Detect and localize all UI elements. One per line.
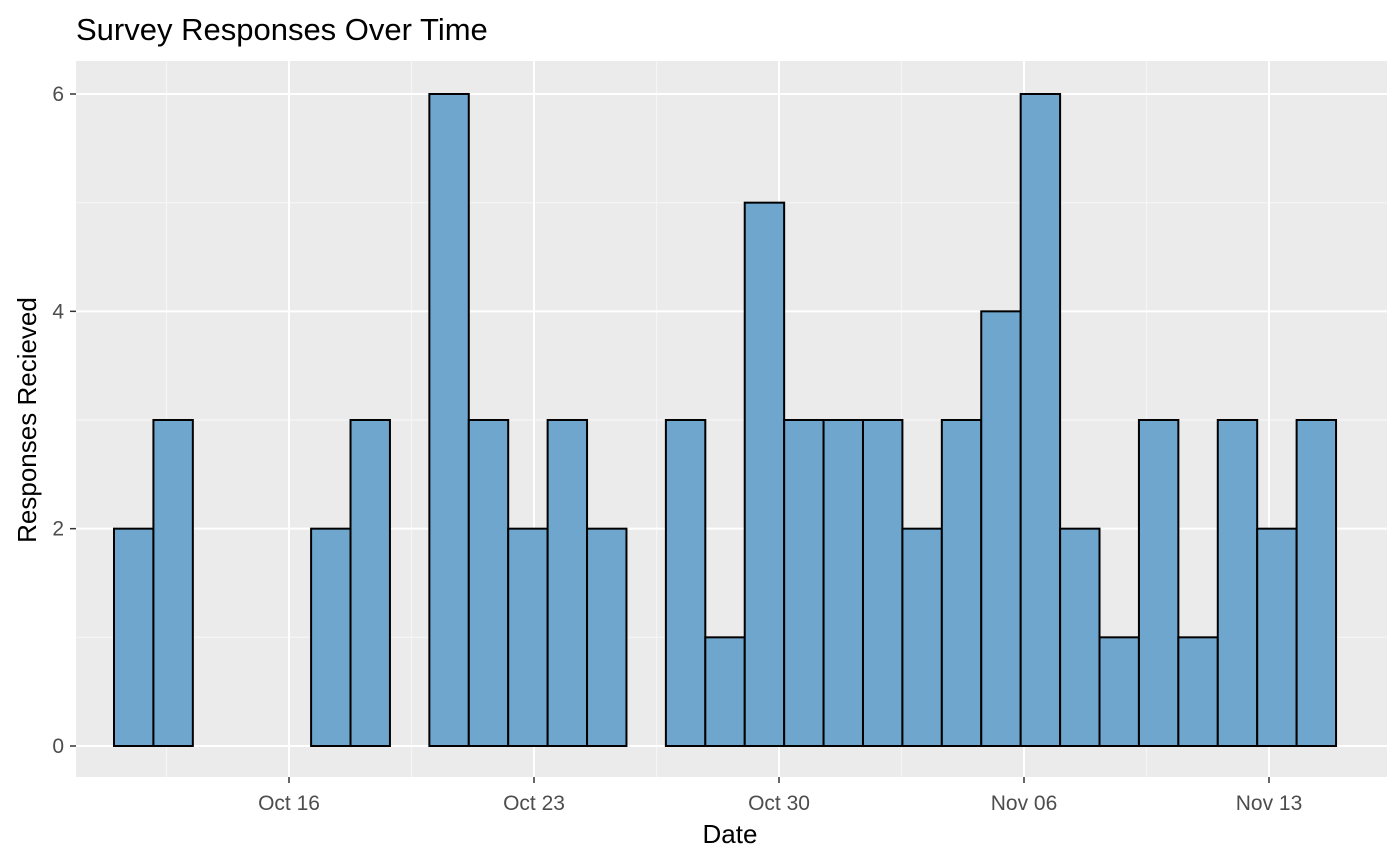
y-axis: 0 2 4 6 (52, 83, 76, 758)
y-tick-label: 2 (52, 518, 64, 541)
bar (586, 527, 628, 748)
bar (152, 419, 194, 747)
bar (1177, 636, 1219, 747)
bar (546, 419, 589, 747)
bar (980, 310, 1022, 747)
bar (940, 419, 983, 747)
bar (1216, 419, 1259, 747)
bar (861, 419, 904, 747)
bar (349, 419, 391, 747)
bar (1256, 527, 1298, 748)
bar (467, 419, 510, 747)
x-tick-label: Nov 13 (1236, 792, 1303, 815)
bar (901, 527, 943, 748)
x-tick-label: Oct 16 (258, 792, 320, 815)
bar (664, 419, 707, 747)
y-tick-label: 4 (52, 300, 64, 323)
bar (310, 527, 352, 748)
x-axis: Oct 16 Oct 23 Oct 30 Nov 06 Nov 13 (258, 777, 1302, 815)
x-tick-label: Nov 06 (991, 792, 1058, 815)
y-tick-label: 0 (52, 735, 64, 758)
y-tick-label: 6 (52, 83, 64, 106)
x-tick-label: Oct 30 (748, 792, 810, 815)
bar (1098, 636, 1140, 747)
bar (1059, 527, 1101, 748)
x-axis-title: Date (703, 819, 758, 849)
bar (1137, 419, 1180, 747)
bars (113, 93, 1338, 748)
chart-title: Survey Responses Over Time (76, 12, 488, 47)
x-tick-label: Oct 23 (503, 792, 565, 815)
bar (704, 636, 746, 747)
bar (822, 419, 864, 747)
bar (783, 419, 825, 747)
y-axis-title: Responses Recieved (12, 297, 42, 543)
bar (428, 93, 470, 747)
bar (507, 527, 549, 748)
bar (1295, 419, 1338, 747)
bar (1019, 93, 1062, 747)
bar (113, 527, 155, 748)
bar (743, 201, 786, 747)
